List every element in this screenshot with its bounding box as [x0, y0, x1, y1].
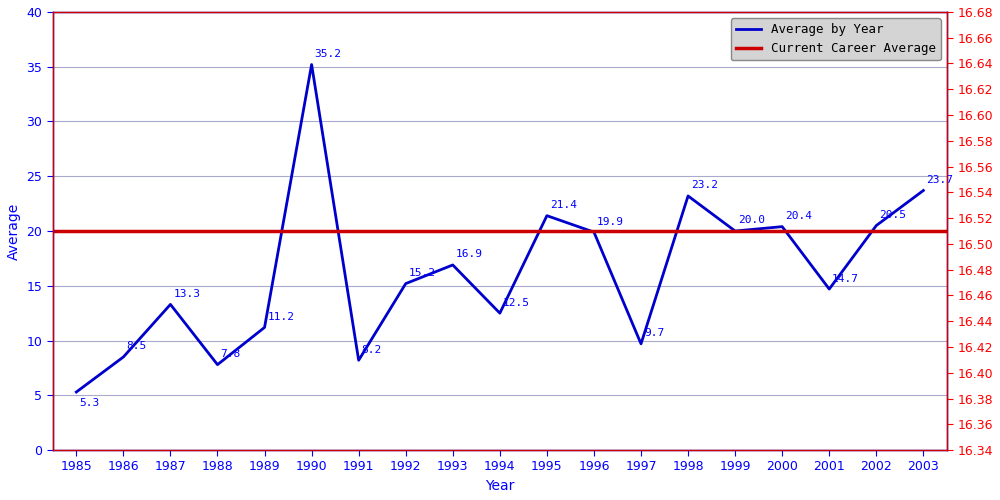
- Text: 5.3: 5.3: [79, 398, 99, 407]
- Average by Year: [164, 302, 176, 308]
- Text: 9.7: 9.7: [644, 328, 664, 338]
- Average by Year: [400, 280, 412, 286]
- Text: 11.2: 11.2: [267, 312, 294, 322]
- Text: 14.7: 14.7: [832, 274, 859, 283]
- Y-axis label: Average: Average: [7, 202, 21, 260]
- Average by Year: [917, 188, 929, 194]
- Text: 12.5: 12.5: [503, 298, 530, 308]
- Text: 20.5: 20.5: [879, 210, 906, 220]
- Average by Year: [211, 362, 223, 368]
- Line: Average by Year: Average by Year: [76, 64, 923, 392]
- Average by Year: [353, 358, 365, 364]
- Average by Year: [870, 222, 882, 228]
- Average by Year: [259, 324, 271, 330]
- Average by Year: [70, 389, 82, 395]
- X-axis label: Year: Year: [485, 479, 515, 493]
- Text: 35.2: 35.2: [314, 49, 341, 59]
- Average by Year: [635, 341, 647, 347]
- Text: 20.0: 20.0: [738, 216, 765, 226]
- Average by Year: [117, 354, 129, 360]
- Text: 15.2: 15.2: [409, 268, 436, 278]
- Text: 7.8: 7.8: [220, 349, 241, 359]
- Text: 13.3: 13.3: [173, 289, 200, 299]
- Average by Year: [588, 229, 600, 235]
- Average by Year: [729, 228, 741, 234]
- Average by Year: [447, 262, 459, 268]
- Legend: Average by Year, Current Career Average: Average by Year, Current Career Average: [731, 18, 941, 60]
- Average by Year: [776, 224, 788, 230]
- Text: 20.4: 20.4: [785, 211, 812, 221]
- Text: 21.4: 21.4: [550, 200, 577, 210]
- Average by Year: [494, 310, 506, 316]
- Text: 23.7: 23.7: [926, 175, 953, 185]
- Average by Year: [823, 286, 835, 292]
- Text: 23.2: 23.2: [691, 180, 718, 190]
- Text: 16.9: 16.9: [456, 250, 483, 260]
- Text: 8.5: 8.5: [126, 342, 146, 351]
- Average by Year: [541, 212, 553, 218]
- Average by Year: [306, 62, 318, 68]
- Text: 8.2: 8.2: [361, 344, 382, 354]
- Text: 19.9: 19.9: [597, 216, 624, 226]
- Average by Year: [682, 193, 694, 199]
